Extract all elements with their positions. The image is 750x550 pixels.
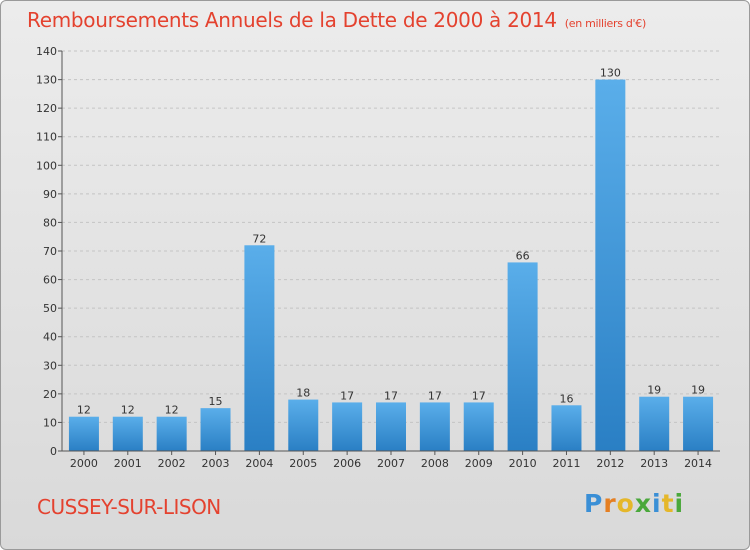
logo-letter: t bbox=[661, 489, 675, 518]
bar-value-label: 15 bbox=[209, 395, 223, 408]
bar bbox=[463, 402, 494, 451]
bar-value-label: 12 bbox=[165, 404, 179, 417]
bar-value-label: 17 bbox=[472, 389, 486, 402]
bar-value-label: 17 bbox=[384, 389, 398, 402]
logo-letter: x bbox=[634, 489, 652, 518]
x-tick-label: 2004 bbox=[245, 457, 273, 470]
bar-value-label: 19 bbox=[691, 384, 705, 397]
bar bbox=[639, 396, 670, 451]
x-tick-label: 2009 bbox=[465, 457, 493, 470]
y-tick-label: 110 bbox=[36, 131, 57, 144]
chart-title: Remboursements Annuels de la Dette de 20… bbox=[27, 8, 646, 32]
bar-value-label: 18 bbox=[296, 387, 310, 400]
x-tick-label: 2005 bbox=[289, 457, 317, 470]
y-tick-label: 140 bbox=[36, 45, 57, 58]
x-tick-label: 2012 bbox=[596, 457, 624, 470]
y-tick-label: 100 bbox=[36, 159, 57, 172]
bar bbox=[507, 262, 538, 451]
y-tick-label: 70 bbox=[43, 245, 57, 258]
bar bbox=[288, 399, 319, 451]
bar-value-label: 130 bbox=[600, 67, 621, 80]
y-tick-label: 130 bbox=[36, 74, 57, 87]
y-tick-label: 50 bbox=[43, 302, 57, 315]
x-tick-label: 2001 bbox=[114, 457, 142, 470]
x-tick-label: 2000 bbox=[70, 457, 98, 470]
bar bbox=[200, 408, 231, 451]
commune-name: CUSSEY-SUR-LISON bbox=[37, 495, 221, 519]
y-tick-label: 10 bbox=[43, 416, 57, 429]
y-tick-label: 60 bbox=[43, 274, 57, 287]
x-tick-label: 2014 bbox=[684, 457, 712, 470]
x-tick-label: 2013 bbox=[640, 457, 668, 470]
x-tick-label: 2010 bbox=[509, 457, 537, 470]
x-tick-label: 2007 bbox=[377, 457, 405, 470]
x-axis-ticks: 2000 2001 2002 2003 2004 2005 2006 2007 2008 2009… bbox=[70, 451, 712, 470]
bar bbox=[112, 416, 143, 451]
bar bbox=[419, 402, 450, 451]
y-tick-label: 80 bbox=[43, 216, 57, 229]
bar bbox=[244, 245, 275, 451]
y-tick-label: 20 bbox=[43, 388, 57, 401]
logo-letter: o bbox=[616, 489, 635, 518]
bar-value-label: 16 bbox=[559, 392, 573, 405]
bar-value-label: 17 bbox=[428, 389, 442, 402]
bar bbox=[156, 416, 187, 451]
x-tick-label: 2003 bbox=[202, 457, 230, 470]
bar bbox=[376, 402, 406, 451]
y-tick-label: 90 bbox=[43, 188, 57, 201]
logo-letter: P bbox=[584, 489, 604, 518]
axes bbox=[61, 51, 720, 452]
bar bbox=[551, 405, 582, 451]
bar-value-label: 19 bbox=[647, 384, 661, 397]
y-tick-label: 40 bbox=[43, 331, 57, 344]
y-tick-label: 0 bbox=[50, 445, 57, 458]
chart-title-text: Remboursements Annuels de la Dette de 20… bbox=[27, 8, 557, 32]
bar-value-label: 17 bbox=[340, 389, 354, 402]
x-tick-label: 2006 bbox=[333, 457, 361, 470]
logo-letter: r bbox=[603, 489, 617, 518]
proxiti-logo: Proxiti bbox=[584, 489, 684, 518]
x-tick-label: 2002 bbox=[158, 457, 186, 470]
x-tick-label: 2008 bbox=[421, 457, 449, 470]
bar-value-label: 12 bbox=[121, 404, 135, 417]
bar bbox=[683, 396, 714, 451]
logo-letter: i bbox=[674, 489, 685, 518]
x-tick-label: 2011 bbox=[552, 457, 580, 470]
bar-value-label: 72 bbox=[252, 232, 266, 245]
y-tick-label: 120 bbox=[36, 102, 57, 115]
bar bbox=[68, 416, 99, 451]
bar bbox=[595, 79, 626, 452]
y-tick-label: 30 bbox=[43, 359, 57, 372]
bars: 12 12 12 15 72 18 17 17 17 17 66 16 130 19 19 bbox=[68, 67, 714, 452]
bar-value-label: 66 bbox=[516, 249, 530, 262]
y-axis-ticks: 0 10 20 30 40 50 60 70 80 90 100 110 120 130 140 bbox=[36, 45, 62, 458]
logo-letter: i bbox=[652, 489, 662, 518]
bar-value-label: 12 bbox=[77, 404, 91, 417]
bar bbox=[332, 402, 363, 451]
chart-subtitle: (en milliers d'€) bbox=[564, 17, 646, 30]
